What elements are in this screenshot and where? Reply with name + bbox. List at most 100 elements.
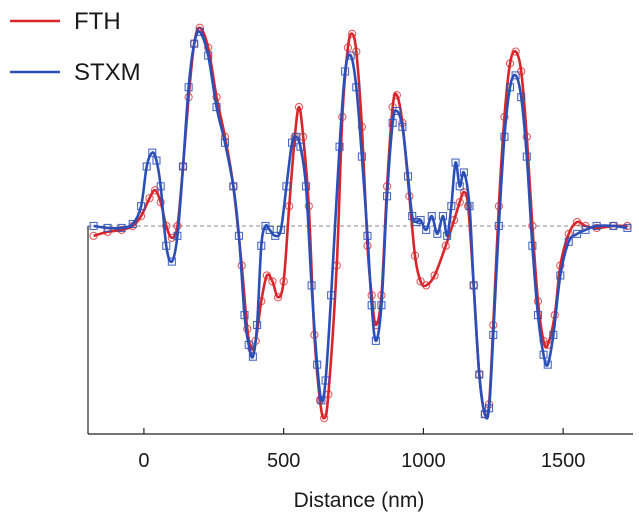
data-point-fth [89, 231, 98, 241]
data-point-stxm [443, 231, 452, 240]
x-tick-label: 0 [138, 450, 149, 472]
data-point-stxm [416, 215, 425, 225]
data-point-stxm [465, 202, 474, 211]
data-point-stxm [623, 223, 632, 232]
data-point-stxm [287, 138, 297, 147]
x-axis-title: Distance (nm) [294, 489, 425, 512]
data-point-stxm [229, 182, 238, 191]
data-point-stxm [152, 156, 161, 165]
data-point-fth [162, 221, 171, 231]
data-point-fth [410, 251, 420, 260]
data-point-stxm [363, 231, 372, 240]
data-point-stxm [341, 67, 350, 76]
data-point-stxm [469, 281, 478, 290]
series-line-stxm [93, 30, 628, 420]
data-point-stxm [475, 370, 484, 379]
data-point-fth [455, 198, 464, 207]
data-point-stxm [609, 221, 618, 231]
data-point-stxm [184, 83, 193, 92]
data-point-stxm [327, 291, 336, 300]
data-point-stxm [451, 158, 460, 167]
data-point-stxm [352, 83, 361, 92]
data-point-stxm [190, 39, 199, 48]
data-point-fth [145, 194, 154, 203]
x-tick-label: 1500 [541, 450, 586, 472]
series-group [89, 23, 632, 423]
data-point-stxm [271, 231, 280, 240]
data-point-stxm [317, 396, 326, 405]
data-point-stxm [573, 229, 582, 238]
data-point-fth [268, 277, 277, 286]
data-point-stxm [240, 311, 249, 320]
data-point-stxm [276, 225, 285, 234]
data-point-stxm [485, 404, 494, 413]
data-point-stxm [392, 106, 401, 116]
data-point-stxm [212, 103, 221, 112]
data-point-stxm [412, 217, 421, 227]
data-point-stxm [103, 223, 112, 232]
data-point-fth [347, 29, 357, 38]
data-point-stxm [556, 271, 565, 280]
data-point-stxm [335, 142, 344, 151]
axes [87, 225, 633, 435]
data-point-fth [416, 277, 425, 286]
data-point-stxm [592, 221, 601, 231]
data-point-stxm [438, 211, 447, 221]
series-stxm [89, 27, 632, 420]
data-point-stxm [204, 51, 213, 60]
data-point-stxm [292, 132, 301, 141]
legend-label-stxm: STXM [74, 59, 141, 86]
data-point-stxm [367, 301, 376, 310]
data-point-stxm [549, 330, 558, 339]
data-point-stxm [543, 360, 552, 369]
data-point-fth [511, 47, 520, 56]
data-point-fth [343, 43, 353, 52]
data-point-stxm [489, 330, 498, 339]
data-point-fth [505, 59, 515, 68]
data-point-stxm [533, 311, 543, 320]
data-point-stxm [357, 152, 366, 161]
data-point-stxm [220, 138, 229, 147]
data-point-stxm [137, 202, 146, 211]
data-point-stxm [234, 231, 243, 240]
data-point-stxm [346, 51, 355, 60]
data-point-fth [564, 229, 573, 239]
data-point-stxm [581, 225, 590, 234]
data-point-fth [500, 112, 509, 122]
data-point-stxm [265, 225, 274, 234]
data-point-stxm [195, 27, 204, 36]
data-point-stxm [383, 192, 392, 201]
data-point-stxm [307, 281, 316, 290]
data-point-stxm [505, 83, 515, 92]
data-point-fth [357, 122, 367, 132]
data-point-stxm [178, 162, 188, 171]
data-point-stxm [408, 211, 417, 221]
data-point-stxm [377, 301, 386, 310]
data-point-stxm [248, 352, 257, 361]
data-point-stxm [433, 229, 442, 238]
data-point-stxm [528, 241, 537, 250]
data-point-stxm [257, 241, 266, 250]
data-point-stxm [142, 162, 151, 171]
data-point-fth [262, 271, 272, 280]
data-point-fth [273, 293, 283, 302]
legend-label-fth: FTH [74, 8, 121, 35]
data-point-stxm [517, 93, 526, 102]
data-point-fth [167, 233, 176, 242]
data-point-stxm [167, 257, 176, 266]
data-point-fth [441, 241, 450, 250]
data-point-fth [392, 91, 401, 100]
data-point-stxm [148, 148, 157, 157]
data-point-stxm [253, 320, 262, 330]
data-point-stxm [89, 221, 98, 231]
data-point-stxm [296, 142, 305, 151]
data-point-stxm [117, 223, 126, 232]
data-point-stxm [455, 182, 464, 191]
data-point-stxm [564, 237, 573, 246]
data-point-stxm [480, 410, 489, 419]
data-point-stxm [427, 211, 436, 221]
data-point-stxm [447, 202, 456, 211]
data-point-stxm [282, 182, 291, 191]
data-point-stxm [494, 221, 503, 231]
